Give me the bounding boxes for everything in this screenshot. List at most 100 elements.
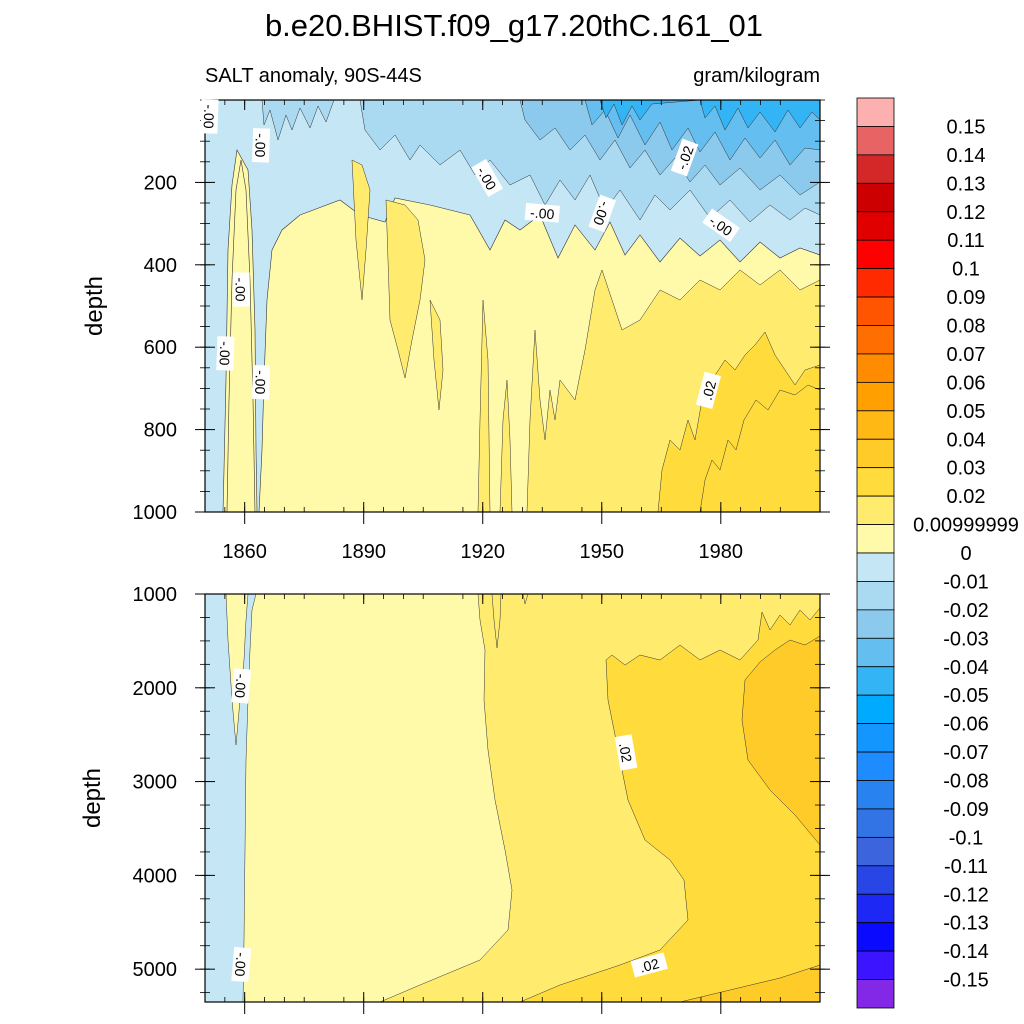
contour-label-text: -.00 [590,199,613,227]
contour-label: -.00 [231,668,252,704]
contour-label-bg [251,128,271,163]
contour-label-bg [524,202,560,223]
colorbar-label: 0.15 [947,116,986,138]
x-tick-label: 1980 [699,541,744,563]
contour-label: -.00 [251,128,271,163]
upper-y-tick-labels: 200 400 600 800 1000 [133,172,178,524]
colorbar-label: 0.02 [947,486,986,508]
colorbar-label: 0.00999999 [913,515,1019,537]
lower-top-spike-b [522,594,529,605]
contour-label-bg [200,99,219,134]
contour-label: -.00 [588,194,617,233]
y-tick-label: 3000 [133,772,178,794]
contour-label-bg [216,336,235,371]
colorbar-label: 0.05 [947,401,986,423]
upper-axis-ticks [195,99,830,524]
lower-top-spike-a [491,594,502,649]
x-tick-label: 1890 [341,541,386,563]
lower-yellow-region-03 [741,635,820,846]
colorbar-label: -0.04 [943,657,989,679]
colorbar-box [856,353,895,383]
colorbar-box [856,524,895,554]
lower-contour-labels: -.00 .02 -.00 .02 [231,668,668,983]
contour-label: -.02 [670,138,699,177]
upper-panel: 1860 1890 1920 1950 1980 200 400 600 800 1000 de… [81,99,830,563]
contour-label-text: -.00 [232,952,250,978]
colorbar-label: -0.13 [943,913,989,935]
contour-label: -.00 [200,99,219,134]
lower-panel: 1000 2000 3000 4000 5000 depth -.00 .02 -.00 .0… [79,584,830,1014]
colorbar-box [856,723,895,753]
contour-label-bg [670,138,699,177]
contour-label: .02 [614,734,638,771]
colorbar-label: -0.12 [943,884,989,906]
upper-panel-fill [205,100,820,512]
lower-y-axis-label: depth [79,768,106,828]
colorbar-label: 0.07 [947,344,986,366]
contour-label-text: -.00 [232,673,250,699]
colorbar-box [856,552,895,582]
x-tick-label: 1920 [460,541,505,563]
contour-label: -.00 [251,364,271,400]
upper-x-tick-labels: 1860 1890 1920 1950 1980 [222,541,743,563]
colorbar-box [856,268,895,298]
colorbar-label: 0.12 [947,202,986,224]
colorbar-box [856,495,895,525]
contour-label-text: .02 [616,742,635,764]
contour-label-bg [232,272,250,307]
chart-title: b.e20.BHIST.f09_g17.20thC.161_01 [265,8,763,43]
lower-panel-frame [204,593,821,1003]
lower-y-tick-labels: 1000 2000 3000 4000 5000 [133,584,178,981]
colorbar-label: -0.07 [943,742,989,764]
contour-label-text: -.00 [201,104,218,129]
contour-label-bg [588,194,617,233]
colorbar-label: 0.11 [947,230,984,252]
upper-contour-labels: -.00-.00-.00-.00-.00-.00-.00 -.00-.02-.00… [200,99,740,409]
colorbar-label: -0.15 [943,970,989,992]
contour-label-bg [231,668,252,704]
chart-subtitle-left: SALT anomaly, 90S-44S [205,65,422,87]
colorbar-label: 0.13 [947,173,986,195]
colorbar-box [856,325,895,355]
contour-label: -.00 [232,272,250,307]
contour-label-bg [614,734,638,771]
colorbar-box [856,182,895,213]
colorbar-box [856,979,895,1009]
upper-y-axis-label: depth [81,276,108,336]
colorbar-box [856,836,895,867]
colorbar-box [856,780,895,810]
contour-label-text: -.00 [216,341,233,366]
lower-yellow-region-03b [679,964,820,1002]
y-tick-label: 1000 [133,584,178,606]
x-tick-label: 1860 [222,541,267,563]
colorbar-box [856,922,895,952]
colorbar-label: -0.1 [949,827,983,849]
colorbar-label: 0.03 [947,458,986,480]
contour-label-text: -.02 [673,143,696,171]
upper-yellow-band-01c [429,299,444,411]
y-tick-label: 200 [144,172,177,194]
y-tick-label: 1000 [133,502,178,524]
colorbar-box [856,126,895,156]
colorbar-box [856,211,895,241]
colorbar-label: -0.01 [943,571,989,593]
colorbar-box [856,154,895,184]
colorbar-label: 0.09 [947,287,986,309]
colorbar-label: -0.03 [943,628,989,650]
colorbar-box [856,666,895,696]
lower-axis-ticks [195,593,830,1014]
colorbar-label: 0.14 [947,145,986,167]
colorbar-box [856,296,895,326]
colorbar-box [856,239,895,270]
colorbar-box [856,609,895,639]
upper-yellow-band-01b [351,159,371,301]
colorbar-label: -0.09 [943,799,989,821]
contour-label-text: -.00 [233,277,249,301]
contour-label-bg [251,364,271,400]
colorbar-label: -0.14 [943,941,989,963]
colorbar-label: -0.02 [943,600,989,622]
y-tick-label: 2000 [133,678,178,700]
colorbar-label: 0.04 [947,429,986,451]
colorbar-label: -0.05 [943,685,989,707]
